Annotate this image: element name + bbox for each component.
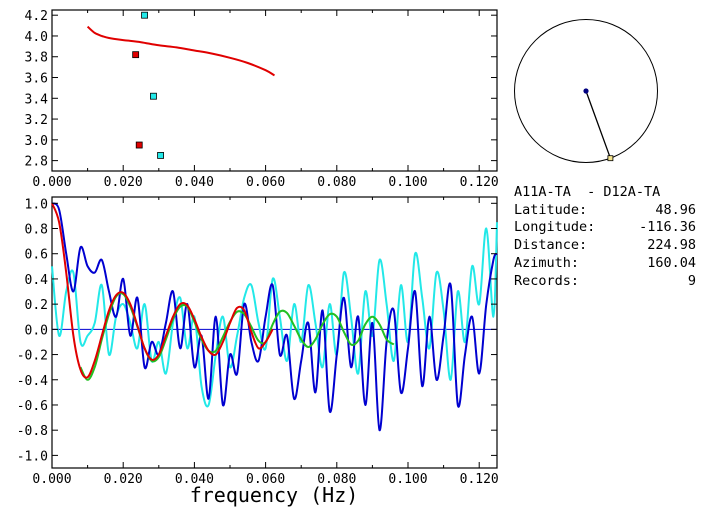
- y-tick-label: 4.2: [25, 9, 48, 24]
- series-line-0: [51, 222, 498, 408]
- map-endpoint-marker: [607, 155, 614, 162]
- x-tick-label: 0.080: [317, 175, 356, 190]
- x-axis-label: frequency (Hz): [190, 483, 359, 507]
- y-tick-label: 0.0: [25, 323, 48, 338]
- correlation-frame: [51, 196, 498, 469]
- x-tick-label: 0.040: [175, 472, 214, 487]
- latitude-label: Latitude:: [514, 201, 588, 218]
- y-tick-label: -0.8: [17, 424, 48, 439]
- y-tick-label: 3.6: [25, 72, 48, 87]
- distance-value: 224.98: [647, 237, 696, 254]
- correlation-panel: 0.000 0.020 0.040 0.060 0.080 0.100 0.120 1.00…: [17, 196, 499, 507]
- data-point: [135, 141, 143, 149]
- data-point: [132, 51, 140, 59]
- y-tick-label: 3.4: [25, 92, 49, 107]
- y-tick-label: -1.0: [17, 449, 48, 464]
- data-point: [141, 11, 148, 19]
- station-pair: A11A-TA - D12A-TA: [514, 184, 661, 200]
- y-tick-label: 0.6: [25, 248, 48, 263]
- series-line-3: [51, 202, 274, 379]
- x-tick-label: 0.080: [317, 472, 356, 487]
- map-circle: [514, 19, 658, 163]
- dispersion-series: [86, 11, 275, 159]
- x-tick-label: 0.100: [388, 175, 427, 190]
- station-info: A11A-TA - D12A-TA Latitude: 48.96 Longitu…: [514, 184, 696, 290]
- longitude-value: -116.36: [639, 219, 696, 236]
- y-tick-label: 0.2: [25, 298, 48, 313]
- y-tick-label: -0.4: [17, 374, 48, 389]
- data-point: [150, 92, 157, 100]
- x-tick-label: 0.120: [460, 472, 499, 487]
- x-tick-label: 0.020: [104, 175, 143, 190]
- longitude-row: Longitude: -116.36: [514, 219, 696, 237]
- correlation-series: [51, 202, 498, 432]
- y-tick-label: 3.8: [25, 51, 48, 66]
- azimuth-map: [514, 19, 658, 163]
- latitude-row: Latitude: 48.96: [514, 202, 696, 220]
- y-tick-label: 2.8: [25, 155, 48, 170]
- x-tick-label: 0.000: [32, 472, 71, 487]
- latitude-value: 48.96: [655, 201, 696, 218]
- correlation-y-axis: 1.0 0.8 0.6 0.4 0.2 0.0 -0.2 -0.4 -0.6 -0.8 -1.0: [17, 197, 497, 464]
- distance-row: Distance: 224.98: [514, 237, 696, 255]
- x-tick-label: 0.060: [246, 472, 285, 487]
- x-tick-label: 0.120: [460, 175, 499, 190]
- azimuth-row: Azimuth: 160.04: [514, 255, 696, 273]
- dispersion-x-axis: 0.000 0.020 0.040 0.060 0.080 0.100 0.120: [32, 10, 499, 190]
- x-tick-label: 0.000: [32, 175, 71, 190]
- map-center-marker: [583, 88, 589, 94]
- azimuth-line: [585, 90, 612, 159]
- x-tick-label: 0.040: [175, 175, 214, 190]
- longitude-label: Longitude:: [514, 219, 596, 236]
- series-line-0: [86, 25, 275, 77]
- y-tick-label: 3.0: [25, 134, 48, 149]
- azimuth-value: 160.04: [647, 254, 696, 271]
- distance-label: Distance:: [514, 237, 588, 254]
- data-point: [157, 152, 164, 159]
- y-tick-label: 1.0: [25, 197, 48, 212]
- azimuth-label: Azimuth:: [514, 254, 580, 271]
- dispersion-frame: [51, 9, 498, 172]
- y-tick-label: -0.2: [17, 349, 48, 364]
- y-tick-label: -0.6: [17, 399, 48, 414]
- records-value: 9: [687, 272, 696, 289]
- y-tick-label: 4.0: [25, 30, 48, 45]
- x-tick-label: 0.060: [246, 175, 285, 190]
- records-label: Records:: [514, 272, 580, 289]
- x-tick-label: 0.020: [104, 472, 143, 487]
- x-tick-label: 0.100: [388, 472, 427, 487]
- dispersion-y-axis: 2.8 3.0 3.2 3.4 3.6 3.8 4.0 4.2: [25, 9, 497, 170]
- y-tick-label: 0.4: [25, 273, 49, 288]
- y-tick-label: 0.8: [25, 223, 48, 238]
- correlation-x-axis: 0.000 0.020 0.040 0.060 0.080 0.100 0.120: [32, 197, 499, 487]
- records-row: Records: 9: [514, 273, 696, 291]
- dispersion-panel: 0.000 0.020 0.040 0.060 0.080 0.100 0.120 2.8 3…: [25, 9, 499, 190]
- series-line-1: [51, 202, 498, 432]
- y-tick-label: 3.2: [25, 113, 48, 128]
